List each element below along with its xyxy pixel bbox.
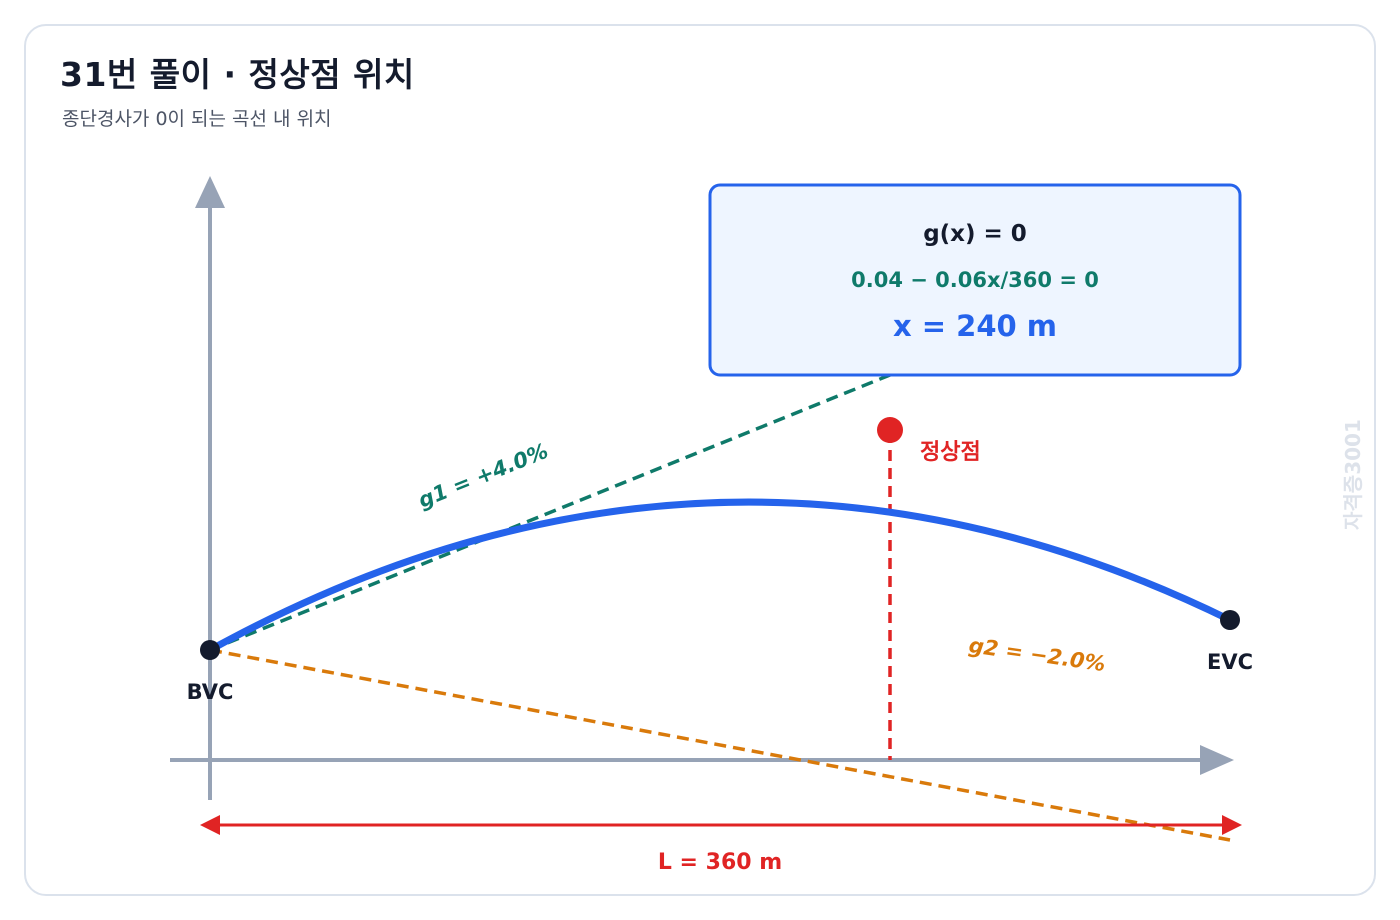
watermark: 자격증3001 xyxy=(1341,419,1365,530)
length-arrow-right xyxy=(1222,815,1242,835)
g1-label: g1 = +4.0% xyxy=(415,439,552,513)
equation-line-2: 0.04 − 0.06x/360 = 0 xyxy=(851,268,1099,292)
equation-line-1: g(x) = 0 xyxy=(923,221,1027,247)
x-axis-arrowhead xyxy=(1200,745,1234,775)
page-subtitle: 종단경사가 0이 되는 곡선 내 위치 xyxy=(62,108,332,130)
g2-tangent-line xyxy=(209,648,1231,842)
page-title: 31번 풀이 · 정상점 위치 xyxy=(60,55,415,94)
g1-tangent-line xyxy=(209,373,891,652)
bvc-point xyxy=(200,640,220,660)
diagram-card xyxy=(24,24,1376,896)
y-axis-arrowhead xyxy=(195,176,225,208)
vertical-curve xyxy=(206,498,1234,654)
bvc-label: BVC xyxy=(187,680,234,704)
g2-label: g2 = −2.0% xyxy=(967,633,1107,676)
evc-point xyxy=(1220,610,1240,630)
length-label: L = 360 m xyxy=(658,850,782,875)
equation-line-3: x = 240 m xyxy=(893,309,1057,343)
equation-box xyxy=(708,183,1242,377)
summit-label: 정상점 xyxy=(920,440,981,465)
length-arrow-left xyxy=(200,815,220,835)
summit-point xyxy=(877,417,903,443)
evc-label: EVC xyxy=(1207,650,1253,674)
